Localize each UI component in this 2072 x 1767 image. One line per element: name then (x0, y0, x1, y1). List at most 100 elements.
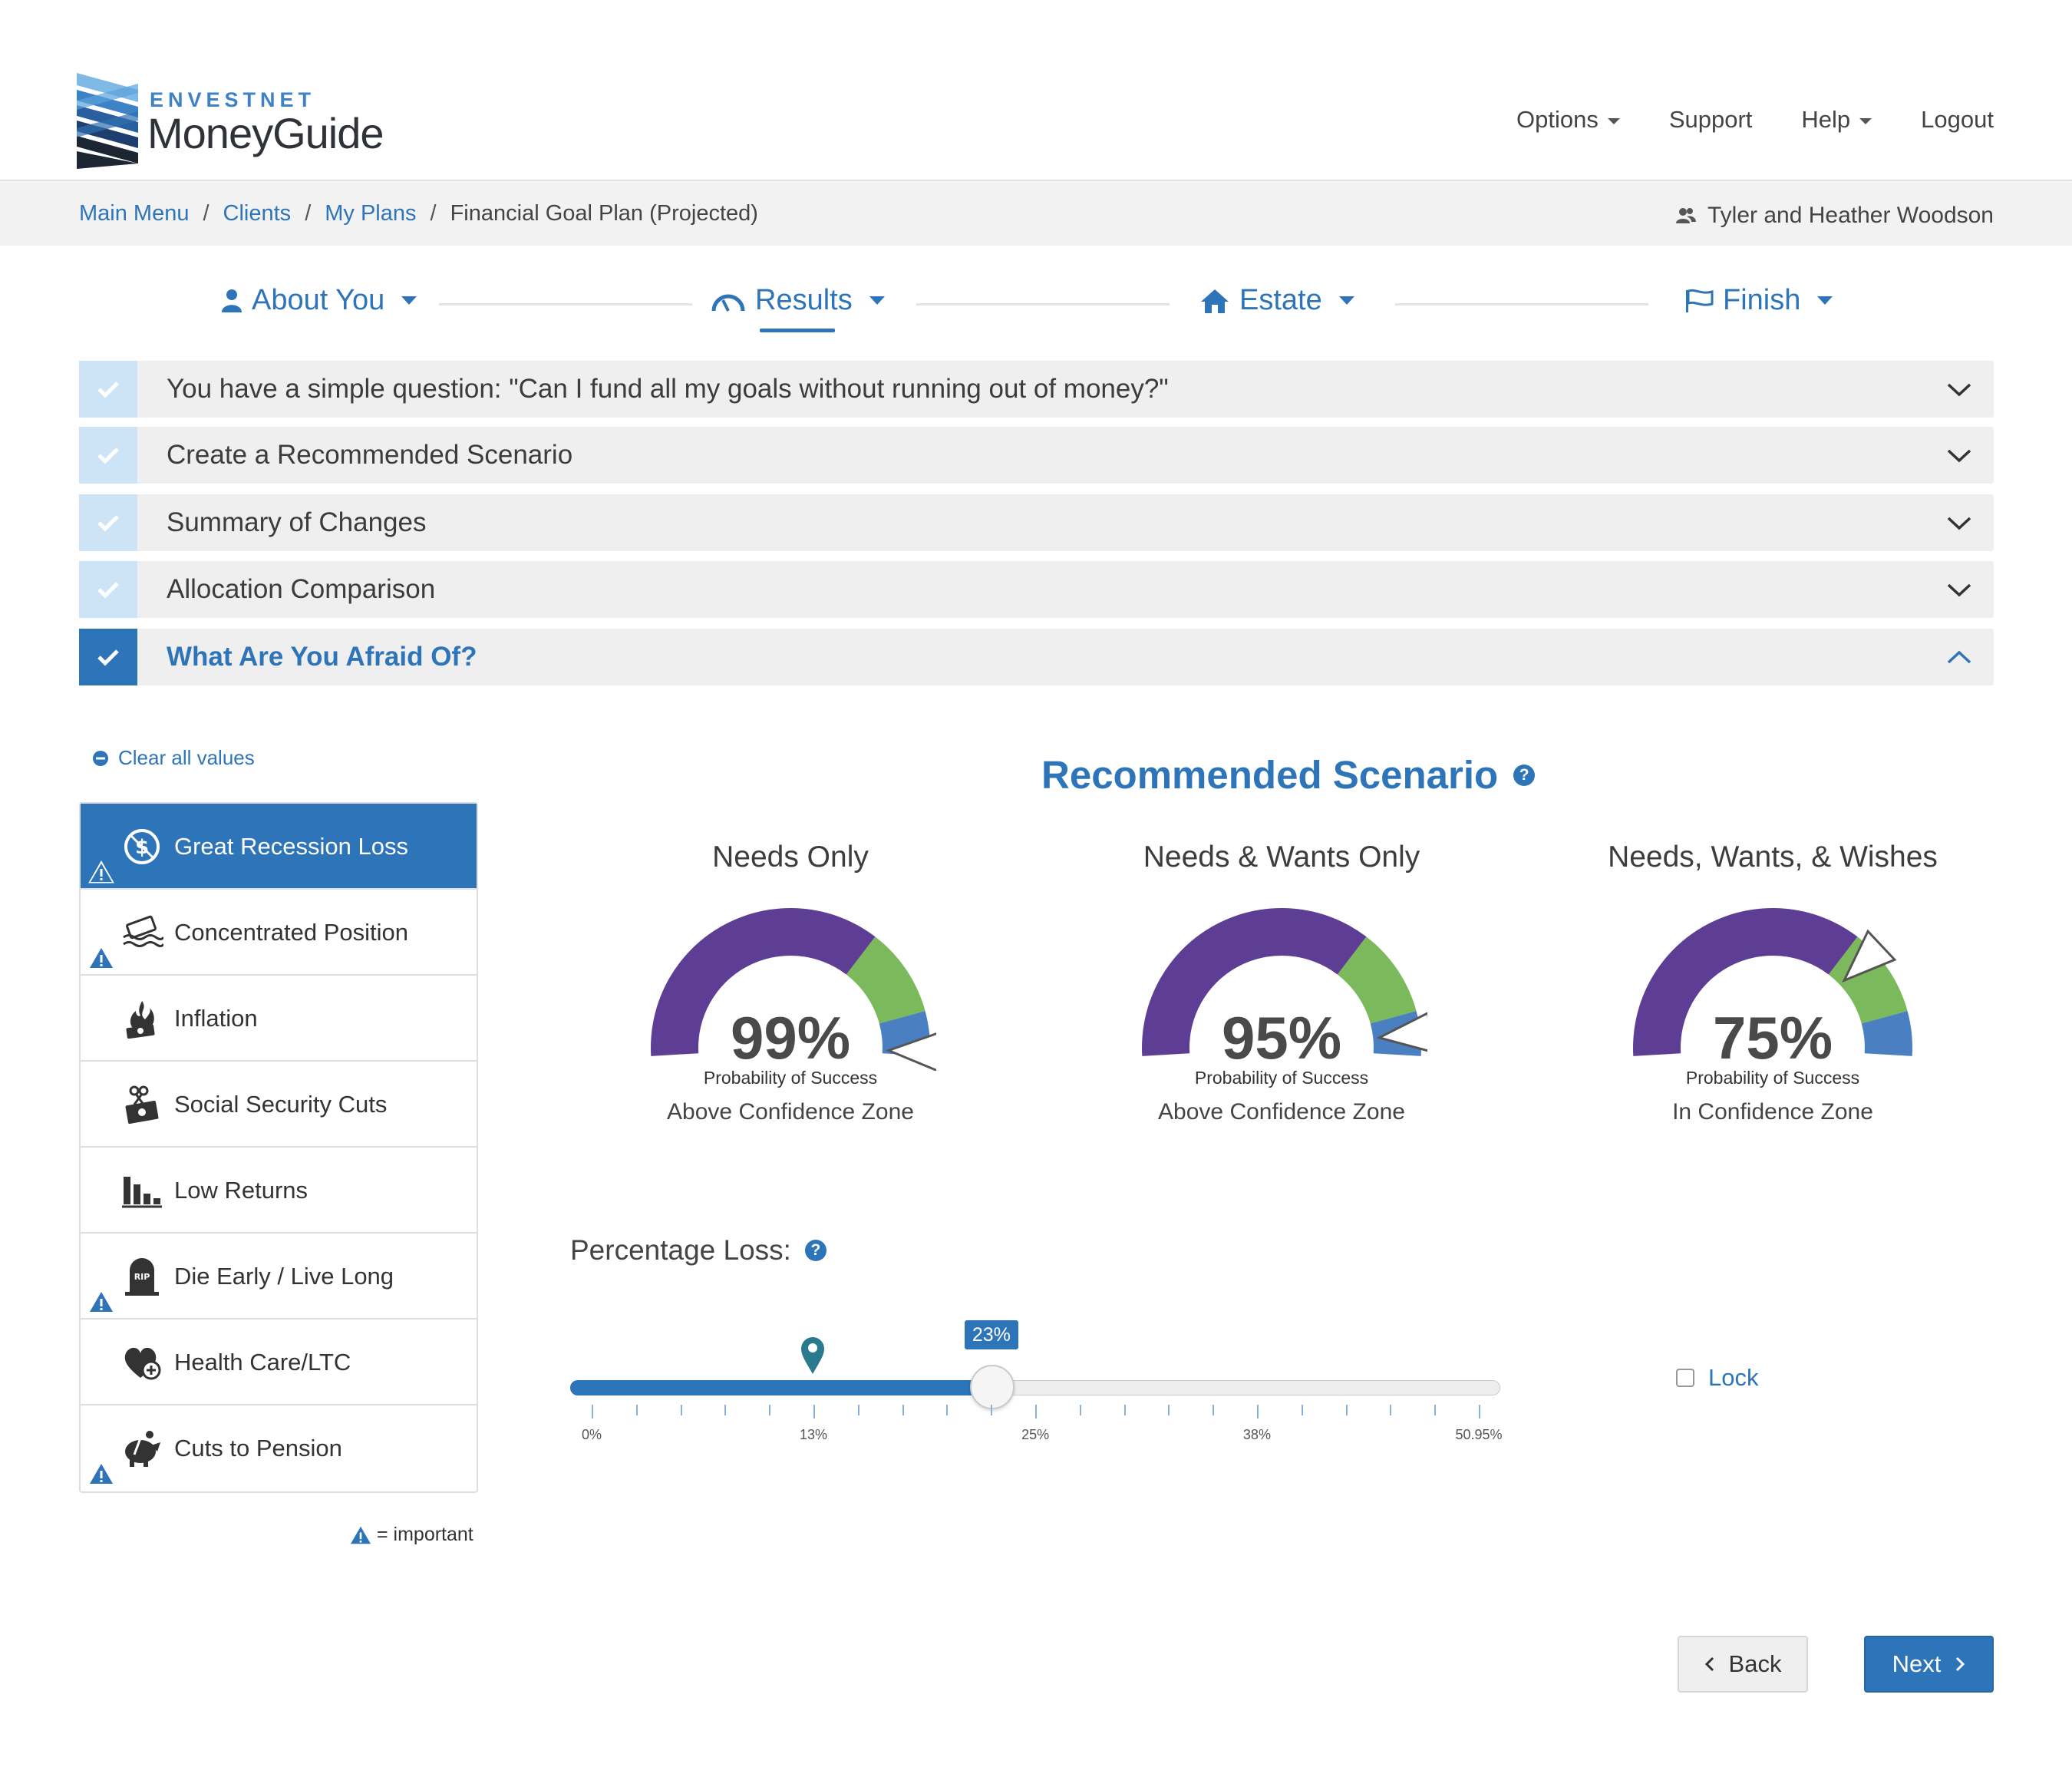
gauge-needs-only: Needs Only 99% Probability of Success Ab… (591, 841, 990, 1148)
cut-money-icon (125, 1085, 159, 1124)
gauge-caption: Probability of Success (1194, 1068, 1369, 1088)
step-label: Estate (1239, 284, 1322, 316)
gauge-segment-green (1337, 936, 1417, 1024)
percentage-loss-slider[interactable]: 23% 0% 13% 25% 38% 50.95% (570, 1320, 1503, 1443)
breadcrumb-separator: / (430, 201, 437, 226)
slider-tick (592, 1405, 593, 1419)
logo-main-text: MoneyGuide (147, 109, 384, 157)
burning-money-icon (126, 1001, 155, 1039)
gauge-caption: Probability of Success (1685, 1068, 1860, 1088)
fear-label: Inflation (174, 1005, 258, 1032)
map-pin-icon (801, 1337, 825, 1374)
gauge-needle (1842, 929, 1897, 983)
fear-item-cuts-to-pension[interactable]: Cuts to Pension (81, 1405, 477, 1491)
lock-checkbox[interactable]: Lock (1676, 1364, 1758, 1392)
accordion-item-summary-of-changes[interactable]: Summary of Changes (79, 494, 1994, 551)
chevron-right-icon (1956, 1656, 1965, 1672)
accordion-title: Summary of Changes (167, 507, 427, 537)
client-info: Tyler and Heather Woodson (1675, 203, 1994, 229)
caret-down-icon (401, 296, 417, 305)
svg-text:RIP: RIP (134, 1272, 150, 1282)
fear-item-health-care-ltc[interactable]: Health Care/LTC (81, 1319, 477, 1405)
sinking-money-icon (123, 915, 163, 947)
fear-item-inflation[interactable]: Inflation (81, 976, 477, 1062)
help-menu[interactable]: Help (1801, 106, 1872, 134)
fear-label: Low Returns (174, 1177, 308, 1204)
chevron-left-icon (1704, 1656, 1714, 1672)
step-finish[interactable]: Finish (1684, 284, 1833, 317)
minus-circle-icon (93, 750, 108, 766)
accordion-title: You have a simple question: "Can I fund … (167, 374, 1169, 404)
checkbox[interactable] (1676, 1369, 1694, 1387)
logout-link[interactable]: Logout (1921, 106, 1994, 133)
important-legend-text: = important (377, 1524, 473, 1545)
breadcrumb-my-plans[interactable]: My Plans (325, 201, 417, 226)
clear-all-values-link[interactable]: Clear all values (92, 746, 255, 770)
accordion-title: Allocation Comparison (167, 574, 436, 604)
options-menu[interactable]: Options (1516, 106, 1620, 134)
step-results[interactable]: Results (711, 284, 885, 317)
breadcrumb: Main Menu / Clients / My Plans / Financi… (79, 201, 758, 226)
slider-tick (680, 1405, 682, 1415)
accordion-item-allocation-comparison[interactable]: Allocation Comparison (79, 561, 1994, 618)
fear-item-social-security-cuts[interactable]: Social Security Cuts (81, 1062, 477, 1148)
fear-label: Great Recession Loss (174, 833, 408, 860)
accordion-title: Create a Recommended Scenario (167, 440, 573, 470)
step-about-you[interactable]: About You (221, 284, 417, 317)
client-name: Tyler and Heather Woodson (1707, 203, 1994, 228)
slider-handle[interactable] (969, 1365, 1015, 1409)
gauge-dial (1142, 908, 1427, 1056)
chevron-down-icon (1947, 383, 1971, 397)
gauge-icon (711, 294, 745, 312)
fear-item-great-recession-loss[interactable]: $ Great Recession Loss (81, 804, 477, 890)
warning-icon (88, 860, 114, 884)
chevron-down-icon (1947, 517, 1971, 530)
checkmark-icon (79, 561, 137, 618)
breadcrumb-main-menu[interactable]: Main Menu (79, 201, 190, 226)
caret-down-icon (869, 296, 885, 305)
chevron-up-icon (1947, 650, 1971, 664)
accordion-item-what-are-you-afraid-of[interactable]: What Are You Afraid Of? (79, 629, 1994, 685)
fear-list: $ Great Recession Loss Concentrated Posi… (79, 802, 478, 1493)
help-question-icon[interactable]: ? (1513, 764, 1536, 786)
breadcrumb-clients[interactable]: Clients (223, 201, 292, 226)
fear-label: Health Care/LTC (174, 1349, 351, 1376)
logo[interactable]: ENVESTNET MoneyGuide (77, 73, 399, 173)
checkmark-icon (79, 361, 137, 418)
fear-item-concentrated-position[interactable]: Concentrated Position (81, 890, 477, 976)
chevron-down-icon (1947, 449, 1971, 463)
gauge-segment-purple (651, 908, 876, 1056)
step-label: About You (252, 284, 385, 316)
dollar-circle-icon: $ (124, 829, 160, 864)
accordion-item-simple-question[interactable]: You have a simple question: "Can I fund … (79, 361, 1994, 418)
slider-tick (769, 1405, 771, 1415)
gauge-segment-blue (1861, 1011, 1912, 1056)
app-header: ENVESTNET MoneyGuide Options Support Hel… (0, 0, 2072, 181)
fear-label: Cuts to Pension (174, 1435, 342, 1461)
help-question-icon[interactable]: ? (804, 1240, 826, 1261)
important-legend: = important (349, 1524, 473, 1546)
step-connector (916, 303, 1170, 306)
slider-tick-label: 50.95% (1455, 1427, 1503, 1442)
fear-item-die-early-live-long[interactable]: RIP Die Early / Live Long (81, 1234, 477, 1319)
gauge-segment-purple (1142, 908, 1367, 1056)
house-icon (1201, 289, 1229, 313)
accordion-item-recommended-scenario[interactable]: Create a Recommended Scenario (79, 427, 1994, 484)
step-label: Finish (1723, 284, 1801, 316)
gauge-segment-green (1828, 936, 1908, 1024)
next-label: Next (1892, 1650, 1942, 1677)
slider-tick (1213, 1405, 1215, 1415)
recommended-scenario-title: Recommended Scenario ? (1041, 752, 1536, 798)
checkmark-icon (79, 629, 137, 685)
fear-item-low-returns[interactable]: Low Returns (81, 1148, 477, 1234)
accordion-title: What Are You Afraid Of? (167, 642, 477, 672)
slider-tick (1079, 1405, 1081, 1415)
step-estate[interactable]: Estate (1199, 284, 1354, 317)
fear-label: Social Security Cuts (174, 1091, 388, 1118)
support-link[interactable]: Support (1668, 106, 1753, 133)
warning-icon (351, 1526, 371, 1544)
back-button[interactable]: Back (1678, 1636, 1808, 1693)
slider-tick (635, 1405, 638, 1415)
next-button[interactable]: Next (1864, 1636, 1994, 1693)
active-step-indicator (760, 329, 835, 332)
